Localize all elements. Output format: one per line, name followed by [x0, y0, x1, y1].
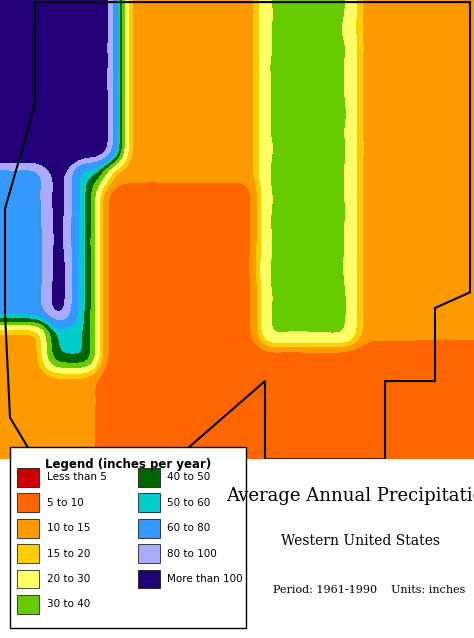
- Text: 40 to 50: 40 to 50: [167, 472, 210, 482]
- FancyBboxPatch shape: [9, 447, 246, 628]
- Text: Less than 5: Less than 5: [46, 472, 107, 482]
- FancyBboxPatch shape: [138, 544, 160, 563]
- FancyBboxPatch shape: [17, 519, 39, 537]
- Text: 5 to 10: 5 to 10: [46, 498, 83, 508]
- FancyBboxPatch shape: [138, 519, 160, 537]
- FancyBboxPatch shape: [138, 570, 160, 588]
- FancyBboxPatch shape: [138, 468, 160, 487]
- Text: More than 100: More than 100: [167, 574, 243, 584]
- Text: Period: 1961-1990    Units: inches: Period: 1961-1990 Units: inches: [273, 585, 465, 595]
- Text: 60 to 80: 60 to 80: [167, 523, 210, 533]
- FancyBboxPatch shape: [17, 468, 39, 487]
- FancyBboxPatch shape: [138, 493, 160, 512]
- Text: 80 to 100: 80 to 100: [167, 549, 217, 558]
- Text: 50 to 60: 50 to 60: [167, 498, 210, 508]
- Text: Legend (inches per year): Legend (inches per year): [45, 459, 211, 471]
- Text: 10 to 15: 10 to 15: [46, 523, 90, 533]
- Text: 15 to 20: 15 to 20: [46, 549, 90, 558]
- Text: 20 to 30: 20 to 30: [46, 574, 90, 584]
- FancyBboxPatch shape: [17, 570, 39, 588]
- Text: Average Annual Precipitation: Average Annual Precipitation: [226, 487, 474, 505]
- FancyBboxPatch shape: [17, 493, 39, 512]
- FancyBboxPatch shape: [17, 544, 39, 563]
- Text: 30 to 40: 30 to 40: [46, 599, 90, 609]
- FancyBboxPatch shape: [17, 595, 39, 614]
- Text: Western United States: Western United States: [281, 534, 440, 548]
